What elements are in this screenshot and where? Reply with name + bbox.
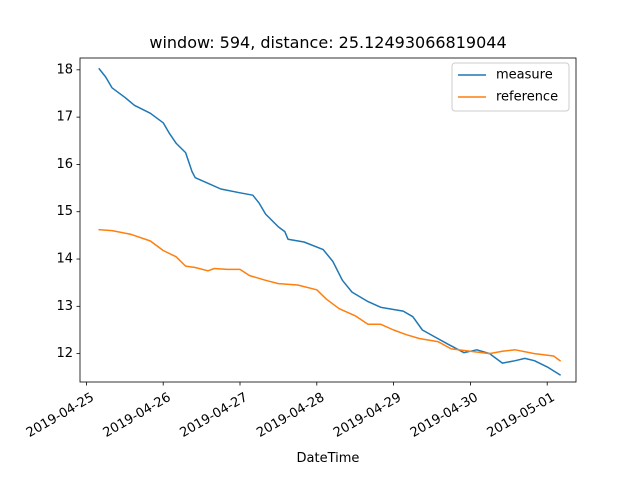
legend-label-reference: reference [496, 90, 558, 105]
axes-frame [79, 57, 577, 383]
plot-area [98, 67, 562, 376]
y-tick-label: 17 [56, 110, 73, 125]
y-tick-label: 12 [56, 346, 73, 361]
y-tick-label: 13 [56, 299, 73, 314]
legend: measure reference [451, 62, 570, 112]
y-tick-label: 16 [56, 157, 73, 172]
chart-title: window: 594, distance: 25.12493066819044 [149, 33, 506, 52]
y-tick-label: 15 [56, 204, 73, 219]
y-tick-label: 14 [56, 252, 73, 267]
series-line-reference [98, 228, 562, 362]
y-tick-label: 18 [56, 62, 73, 77]
legend-label-measure: measure [496, 68, 553, 83]
x-axis-label: DateTime [297, 451, 360, 466]
